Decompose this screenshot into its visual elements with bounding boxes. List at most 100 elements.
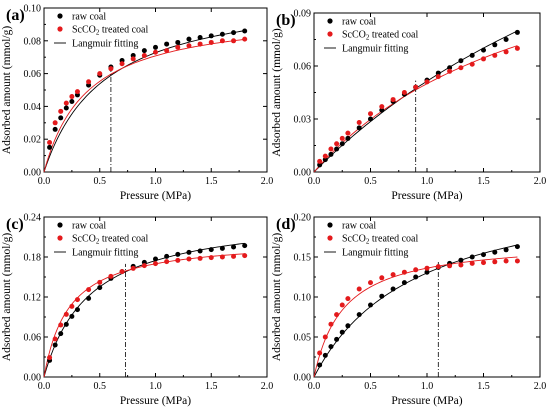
data-point-treated xyxy=(130,265,136,271)
x-tick-label: 2.0 xyxy=(261,381,274,392)
data-point-raw xyxy=(435,70,441,76)
x-tick-label: 2.0 xyxy=(534,381,547,392)
data-point-raw xyxy=(345,135,351,141)
data-point-raw xyxy=(503,247,509,253)
data-point-treated xyxy=(63,311,69,317)
y-tick-label: 0.00 xyxy=(24,168,42,179)
data-point-raw xyxy=(317,362,323,368)
data-point-raw xyxy=(339,141,345,147)
y-tick-label: 0.24 xyxy=(24,213,42,224)
panel-label-c: (c) xyxy=(6,216,24,233)
y-axis-title: Adsorbed amount (mmol/g) xyxy=(1,26,13,155)
data-point-raw xyxy=(514,29,520,35)
y-tick-label: 0.15 xyxy=(294,253,312,264)
data-point-raw xyxy=(328,151,334,157)
panel-label-d: (d) xyxy=(276,216,296,233)
data-point-raw xyxy=(458,257,464,263)
x-tick-label: 1.5 xyxy=(205,381,218,392)
data-point-treated xyxy=(345,130,351,136)
x-axis-title: Pressure (MPa) xyxy=(120,395,191,407)
legend-marker-raw xyxy=(57,222,63,228)
x-tick-label: 0.0 xyxy=(38,381,51,392)
data-point-treated xyxy=(141,53,147,59)
data-point-treated xyxy=(413,267,419,273)
x-axis-title: Pressure (MPa) xyxy=(391,190,462,202)
data-point-raw xyxy=(447,65,453,71)
data-point-raw xyxy=(503,37,509,42)
data-point-treated xyxy=(328,321,334,327)
legend-label-fit: Langmuir fitting xyxy=(72,39,138,50)
data-point-raw xyxy=(63,105,69,111)
y-tick-label: 0.03 xyxy=(294,115,312,126)
panel-c: 0.0 0.5 1.0 1.5 2.0 0.00 0.06 0.12 0.18 0.24 Press… xyxy=(1,213,273,408)
data-point-treated xyxy=(390,272,396,278)
data-point-raw xyxy=(242,243,248,249)
data-point-raw xyxy=(86,295,92,301)
data-point-raw xyxy=(197,35,203,41)
data-point-raw xyxy=(186,249,192,255)
data-point-treated xyxy=(503,258,509,264)
data-point-treated xyxy=(356,286,362,292)
data-point-treated xyxy=(322,334,328,340)
y-tick-label: 0.08 xyxy=(24,36,42,47)
legend-label-raw: raw coal xyxy=(72,221,106,232)
x-tick-label: 0.0 xyxy=(308,381,321,392)
data-point-raw xyxy=(231,30,237,36)
data-point-raw xyxy=(424,269,430,275)
x-axis-title: Pressure (MPa) xyxy=(391,395,462,407)
legend-label-treated: ScCO2 treated coal xyxy=(72,234,148,246)
data-point-treated xyxy=(339,135,345,141)
data-point-treated xyxy=(368,111,373,117)
y-tick-label: 0.00 xyxy=(294,168,312,179)
data-point-treated xyxy=(108,66,114,72)
data-point-raw xyxy=(186,36,192,42)
data-point-treated xyxy=(481,260,486,266)
data-point-treated xyxy=(424,79,430,85)
legend-label-raw: raw coal xyxy=(342,17,376,28)
data-point-raw xyxy=(97,285,103,291)
y-tick-label: 0.06 xyxy=(24,333,42,344)
data-point-treated xyxy=(47,139,53,145)
data-point-treated xyxy=(130,56,136,62)
legend-label-raw: raw coal xyxy=(342,221,376,232)
legend-label-treated: ScCO2 treated coal xyxy=(342,30,418,42)
data-point-treated xyxy=(514,258,520,264)
data-point-raw xyxy=(322,352,328,358)
data-point-treated xyxy=(401,269,407,275)
data-point-treated xyxy=(328,146,334,152)
legend-marker-raw xyxy=(327,222,333,228)
x-tick-label: 1.5 xyxy=(477,381,490,392)
data-point-raw xyxy=(514,244,520,250)
y-tick-label: 0.20 xyxy=(294,213,312,224)
panel-a: 0.0 0.5 1.0 1.5 2.0 0.00 0.02 0.04 0.06 0.08 0.10 P… xyxy=(1,4,273,203)
data-point-treated xyxy=(231,253,237,259)
data-point-raw xyxy=(334,336,340,342)
data-point-treated xyxy=(492,259,498,265)
data-point-treated xyxy=(58,108,64,114)
data-point-treated xyxy=(242,36,248,42)
y-tick-label: 0.00 xyxy=(294,373,312,384)
data-point-raw xyxy=(175,39,181,45)
data-point-raw xyxy=(458,58,464,64)
data-point-treated xyxy=(492,52,498,58)
data-point-treated xyxy=(447,68,453,74)
data-point-treated xyxy=(52,336,58,342)
data-point-raw xyxy=(208,247,214,253)
data-point-raw xyxy=(469,52,475,58)
data-point-raw xyxy=(379,107,385,113)
data-point-treated xyxy=(368,280,373,286)
data-point-treated xyxy=(164,259,170,265)
data-point-treated xyxy=(119,269,125,275)
panel-label-a: (a) xyxy=(6,7,25,24)
y-tick-label: 0.10 xyxy=(294,293,312,304)
data-point-raw xyxy=(368,302,373,308)
legend-marker-raw xyxy=(57,13,63,19)
data-point-raw xyxy=(356,125,362,131)
data-point-treated xyxy=(424,265,430,271)
data-point-treated xyxy=(208,39,214,45)
data-point-treated xyxy=(219,254,225,260)
data-point-raw xyxy=(401,280,407,286)
legend-marker-treated xyxy=(327,235,333,241)
data-point-raw xyxy=(47,144,53,150)
